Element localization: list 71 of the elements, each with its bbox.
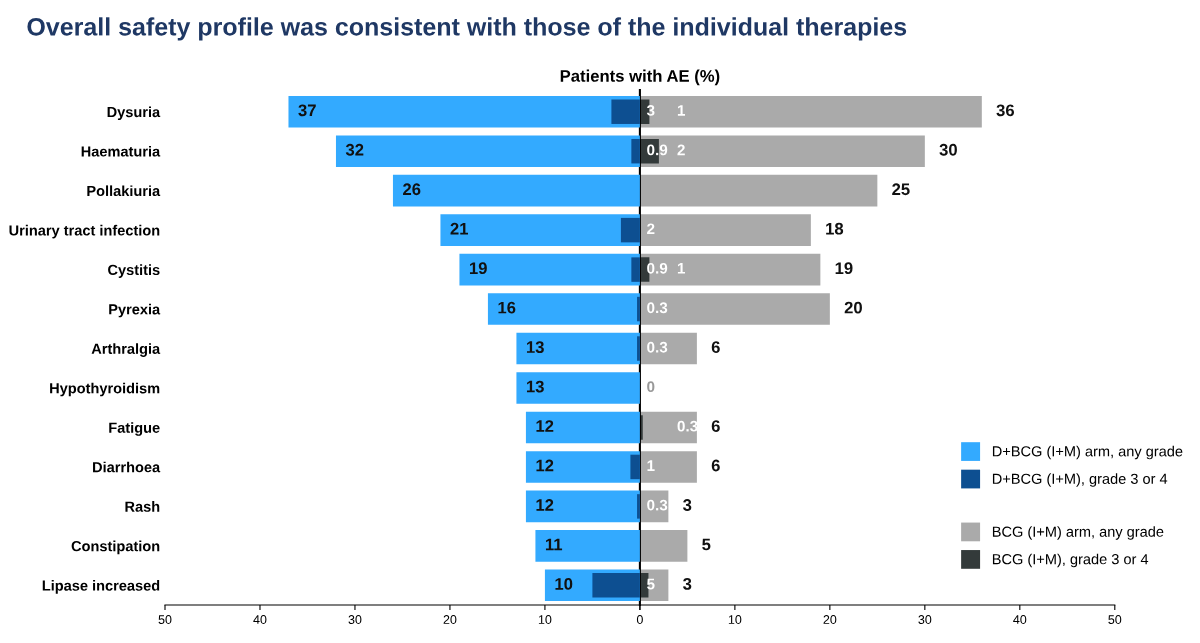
data-label: 0.3: [647, 499, 668, 511]
chart-title: Overall safety profile was consistent with those of the individual therapies: [27, 17, 907, 41]
data-label: 0.3: [647, 302, 668, 314]
data-label: 32: [345, 143, 364, 156]
y-tick-label: Haematuria: [81, 145, 161, 157]
x-axis-title: Patients with AE (%): [560, 69, 720, 86]
y-tick-label: Fatigue: [109, 422, 160, 436]
data-label: 12: [536, 499, 554, 511]
x-tick-label: 40: [253, 615, 267, 624]
y-tick-label: Constipation: [71, 540, 160, 555]
data-label: 0.3: [677, 420, 698, 432]
bar: [637, 494, 640, 519]
data-label: 5: [702, 538, 711, 551]
x-tick-label: 50: [1108, 615, 1122, 624]
data-label: 6: [711, 420, 720, 432]
data-label: 19: [835, 262, 853, 275]
x-tick-label: 0: [636, 615, 643, 624]
data-label: 36: [996, 104, 1015, 117]
data-label: 6: [711, 341, 720, 353]
y-tick-label: Cystitis: [108, 264, 160, 278]
data-label: 37: [298, 104, 316, 117]
y-tick-label: Pollakiuria: [87, 185, 161, 197]
legend-label: D+BCG (I+M) arm, any grade: [992, 445, 1183, 460]
data-label: 25: [892, 183, 910, 196]
data-label: 0.3: [647, 341, 668, 353]
y-tick-label: Urinary tract infection: [9, 224, 160, 239]
data-label: 12: [536, 420, 554, 432]
bar: [620, 217, 640, 243]
data-label: 10: [555, 578, 573, 590]
x-tick-label: 10: [728, 615, 742, 624]
y-tick-label: Arthralgia: [91, 343, 161, 357]
x-tick-label: 20: [823, 615, 837, 624]
data-label: 18: [826, 222, 844, 235]
x-tick-label: 40: [1013, 615, 1027, 624]
data-label: 6: [711, 459, 720, 472]
y-tick-label: Rash: [125, 501, 160, 512]
data-label: 20: [844, 301, 862, 314]
data-label: 1: [677, 105, 686, 116]
legend-label: BCG (I+M), grade 3 or 4: [992, 553, 1149, 568]
legend-label: BCG (I+M) arm, any grade: [992, 526, 1164, 540]
legend-label: D+BCG (I+M), grade 3 or 4: [992, 473, 1168, 487]
data-label: 13: [526, 341, 544, 354]
data-label: 3: [683, 578, 692, 590]
data-label: 1: [647, 460, 655, 471]
data-label: 21: [450, 222, 469, 235]
data-label: 13: [526, 380, 544, 393]
y-tick-label: Hypothyroidism: [50, 382, 160, 397]
bar: [630, 454, 640, 480]
y-tick-label: Lipase increased: [42, 580, 160, 594]
y-tick-label: Diarrhoea: [93, 461, 161, 473]
data-label: 12: [536, 459, 554, 472]
y-tick-label: Dysuria: [107, 106, 161, 121]
data-label: 3: [683, 499, 692, 511]
y-tick-label: Pyrexia: [109, 303, 161, 318]
data-label: 2: [677, 144, 685, 156]
x-tick-label: 50: [158, 615, 172, 624]
data-label: 2: [647, 223, 655, 235]
data-label: 11: [545, 538, 563, 551]
bar: [637, 336, 640, 361]
data-label: 19: [469, 262, 487, 275]
x-tick-label: 20: [443, 615, 457, 624]
bar: [637, 296, 640, 322]
x-tick-label: 10: [538, 615, 552, 624]
bar: [516, 372, 640, 404]
data-label: 30: [939, 143, 957, 156]
data-label: 26: [403, 183, 421, 196]
data-label: 16: [498, 301, 516, 314]
data-label: 1: [677, 263, 686, 274]
data-label: 0: [647, 381, 655, 393]
x-tick-label: 30: [918, 615, 932, 624]
x-tick-label: 30: [348, 615, 362, 624]
